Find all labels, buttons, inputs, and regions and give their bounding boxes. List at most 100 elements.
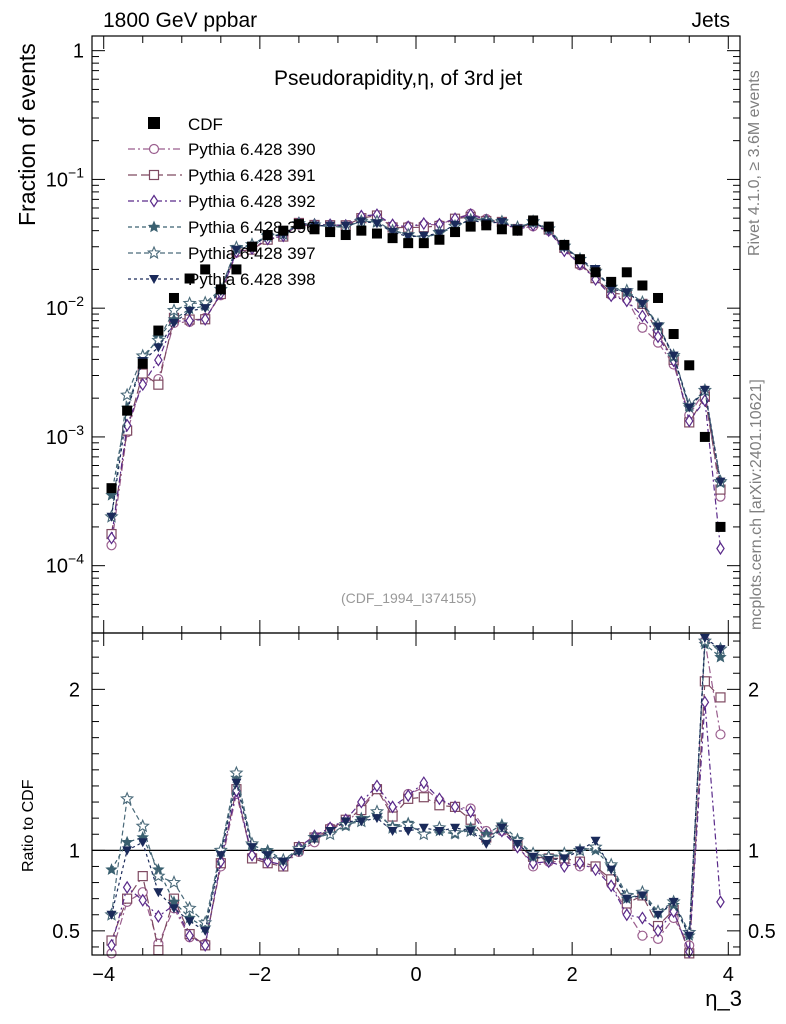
legend: CDF Pythia 6.428 390 Pythia 6.428 391 Pythi… xyxy=(128,115,316,289)
ratio-point-2 xyxy=(622,908,632,922)
series-point-2 xyxy=(700,393,710,408)
ratio-point-4 xyxy=(135,818,150,833)
legend-label-0: Pythia 6.428 390 xyxy=(188,140,316,159)
ratio-point-5 xyxy=(543,856,554,866)
series-point-5 xyxy=(200,304,211,314)
ratio-tick-label-right: 1 xyxy=(748,840,759,862)
data-point xyxy=(699,431,710,442)
ratio-tick-label: 2 xyxy=(69,679,80,701)
data-point xyxy=(559,239,570,250)
series-point-5 xyxy=(496,217,507,227)
series-point-1 xyxy=(153,379,164,390)
legend-marker-data xyxy=(148,117,160,129)
ratio-point-5 xyxy=(356,817,367,827)
ratio-point-4 xyxy=(182,900,197,915)
series-point-5 xyxy=(450,220,461,230)
ratio-point-4 xyxy=(229,765,244,780)
header-left-label: 1800 GeV ppbar xyxy=(103,9,258,32)
ratio-line-3 xyxy=(110,643,721,938)
ratio-point-2 xyxy=(122,880,132,894)
ratio-point-5 xyxy=(137,838,148,848)
series-point-5 xyxy=(387,227,398,237)
ratio-point-3 xyxy=(714,650,727,663)
ratio-point-5 xyxy=(387,827,398,837)
ratio-point-2 xyxy=(247,848,257,862)
ratio-point-1 xyxy=(137,871,148,882)
series-point-5 xyxy=(168,318,179,328)
ratio-point-3 xyxy=(167,895,181,908)
ratio-point-5 xyxy=(153,888,164,898)
y-tick-label: 10−4 xyxy=(46,551,84,578)
series-point-2 xyxy=(622,294,632,308)
ratio-point-4 xyxy=(151,868,166,883)
data-point xyxy=(668,329,679,340)
ratio-point-1 xyxy=(418,792,429,803)
ratio-point-5 xyxy=(606,865,617,875)
x-axis-label: η_3 xyxy=(705,986,742,1011)
data-point xyxy=(543,221,554,232)
ratio-point-5 xyxy=(106,910,117,920)
ratio-point-2 xyxy=(372,779,382,793)
data-point xyxy=(153,325,164,336)
ratio-point-2 xyxy=(606,879,616,893)
ratio-point-5 xyxy=(559,854,570,864)
data-point xyxy=(574,254,585,265)
series-point-5 xyxy=(106,512,117,522)
data-point xyxy=(309,224,320,235)
ratio-panel-content xyxy=(92,633,740,959)
ratio-point-5 xyxy=(340,817,351,827)
ratio-point-2 xyxy=(575,856,585,870)
ratio-point-1 xyxy=(153,945,164,956)
ratio-tick-label-right: 2 xyxy=(748,679,759,701)
ratio-point-2 xyxy=(107,938,116,952)
ratio-point-1 xyxy=(122,893,133,904)
ratio-point-3 xyxy=(105,863,118,875)
ratio-tick-label-right: 0.5 xyxy=(748,921,776,943)
series-point-5 xyxy=(668,351,679,361)
ratio-point-0 xyxy=(715,729,726,740)
series-point-5 xyxy=(325,221,336,231)
series-point-5 xyxy=(434,229,445,239)
series-line-0 xyxy=(110,213,722,546)
data-point xyxy=(481,220,492,231)
ratio-point-2 xyxy=(403,789,413,803)
x-tick-label: 4 xyxy=(723,964,734,986)
ratio-point-5 xyxy=(621,894,632,904)
series-point-4 xyxy=(120,387,135,402)
series-point-5 xyxy=(153,343,164,353)
data-point xyxy=(418,238,429,249)
ratio-axis-label: Ratio to CDF xyxy=(20,779,37,872)
ratio-point-2 xyxy=(185,929,194,943)
legend-label-4: Pythia 6.428 397 xyxy=(188,244,316,263)
data-point xyxy=(387,233,398,244)
legend-label-1: Pythia 6.428 391 xyxy=(188,166,316,185)
series-point-2 xyxy=(606,289,616,303)
data-point xyxy=(168,292,179,303)
y-tick-label: 10−2 xyxy=(46,293,84,320)
ratio-point-0 xyxy=(637,930,648,941)
ratio-point-5 xyxy=(465,827,476,837)
ratio-point-5 xyxy=(215,851,226,861)
series-point-2 xyxy=(107,531,116,545)
data-point xyxy=(340,230,351,241)
series-point-2 xyxy=(200,312,210,326)
series-point-0 xyxy=(637,322,648,333)
data-point xyxy=(262,230,273,241)
series-point-5 xyxy=(715,477,726,487)
ratio-point-5 xyxy=(512,839,523,849)
data-point xyxy=(106,483,117,494)
rivet-version-label: Rivet 4.1.0, ≥ 3.6M events xyxy=(746,70,763,256)
data-point xyxy=(247,241,258,252)
data-point xyxy=(278,225,289,236)
series-point-4 xyxy=(151,332,166,347)
series-point-5 xyxy=(699,385,710,395)
legend-marker-2 xyxy=(149,194,159,208)
series-point-5 xyxy=(356,217,367,227)
series-point-5 xyxy=(637,299,648,309)
legend-marker-0 xyxy=(148,143,160,155)
series-line-4 xyxy=(110,219,722,517)
ratio-point-1 xyxy=(699,676,710,687)
data-point xyxy=(325,227,336,238)
main-panel-content xyxy=(104,207,728,556)
